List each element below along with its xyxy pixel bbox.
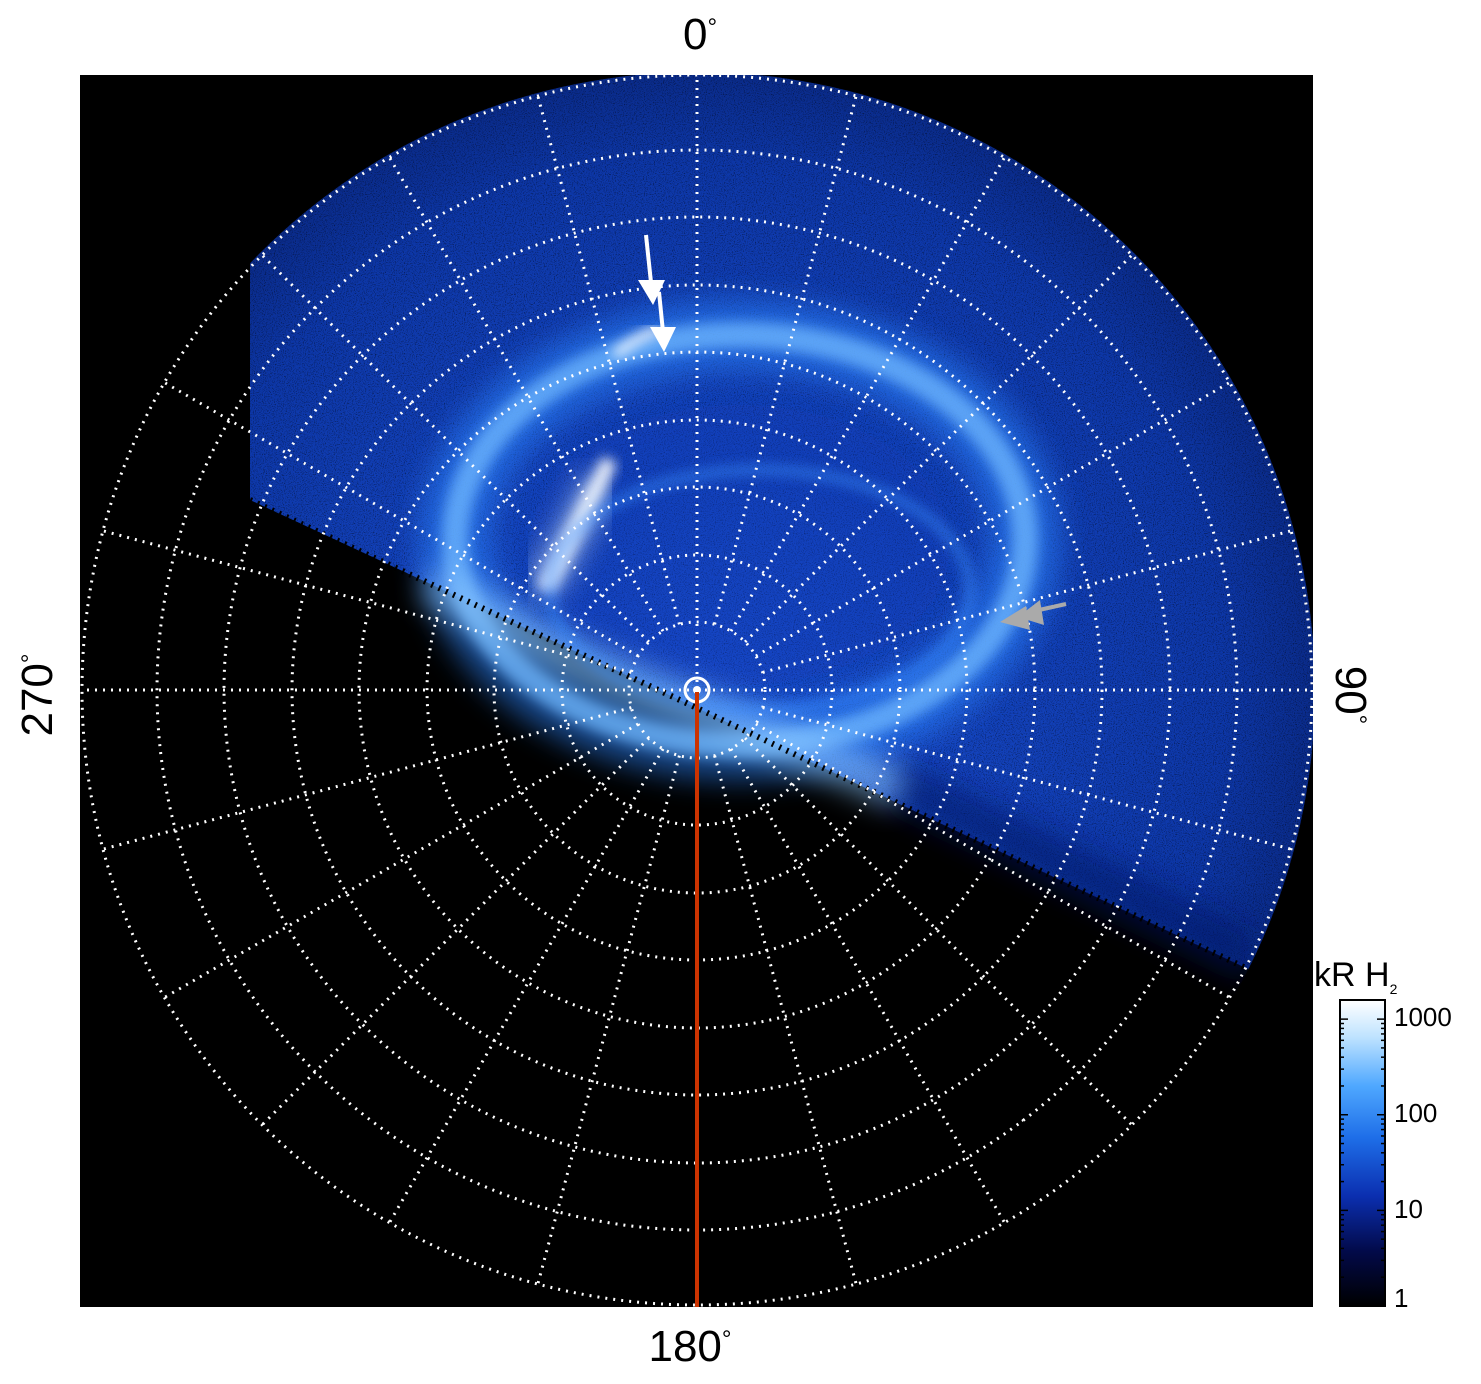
meridian-line <box>713 755 858 1285</box>
colorbar-tick-10: 10 <box>1394 1194 1423 1224</box>
colorbar-tick-100: 100 <box>1394 1098 1438 1128</box>
meridian-line <box>713 95 858 625</box>
meridian-line <box>261 254 650 643</box>
meridian-line <box>762 706 1292 851</box>
azimuth-label-left: 270° <box>13 653 62 737</box>
meridian-line <box>163 722 639 999</box>
degree-symbol: ° <box>721 1326 732 1353</box>
meridian-line <box>744 737 1133 1126</box>
degree-symbol: ° <box>1344 714 1371 725</box>
white-arrows <box>638 234 676 352</box>
azimuth-label-bottom: 180° <box>648 1322 732 1371</box>
meridian-line <box>102 529 632 674</box>
meridian-line <box>729 156 1006 632</box>
azimuth-label-top: 0° <box>682 10 718 59</box>
colorbar-minor-ticks <box>1340 1018 1385 1307</box>
meridian-line <box>388 156 665 632</box>
meridian-line <box>163 381 639 658</box>
meridian-line <box>536 95 681 625</box>
colorbar <box>1339 999 1386 1307</box>
meridian-line <box>261 737 650 1126</box>
meridian-line <box>762 529 1292 674</box>
meridian-line <box>729 748 1006 1224</box>
colorbar-tick-1000: 1000 <box>1394 1002 1452 1032</box>
auroral-oval <box>419 300 1060 809</box>
gray-arrows <box>1000 600 1067 630</box>
degree-symbol: ° <box>17 653 44 664</box>
meridian-line <box>102 706 632 851</box>
colorbar-title: kR H2 <box>1314 956 1398 997</box>
meridian-line <box>755 381 1231 658</box>
meridian-line <box>536 755 681 1285</box>
meridian-line <box>744 254 1133 643</box>
colorbar-tick-1: 1 <box>1394 1283 1409 1313</box>
degree-symbol: ° <box>707 14 718 41</box>
meridian-line <box>755 722 1231 999</box>
azimuth-label-right: 90° <box>1326 665 1375 725</box>
meridian-line <box>388 748 665 1224</box>
